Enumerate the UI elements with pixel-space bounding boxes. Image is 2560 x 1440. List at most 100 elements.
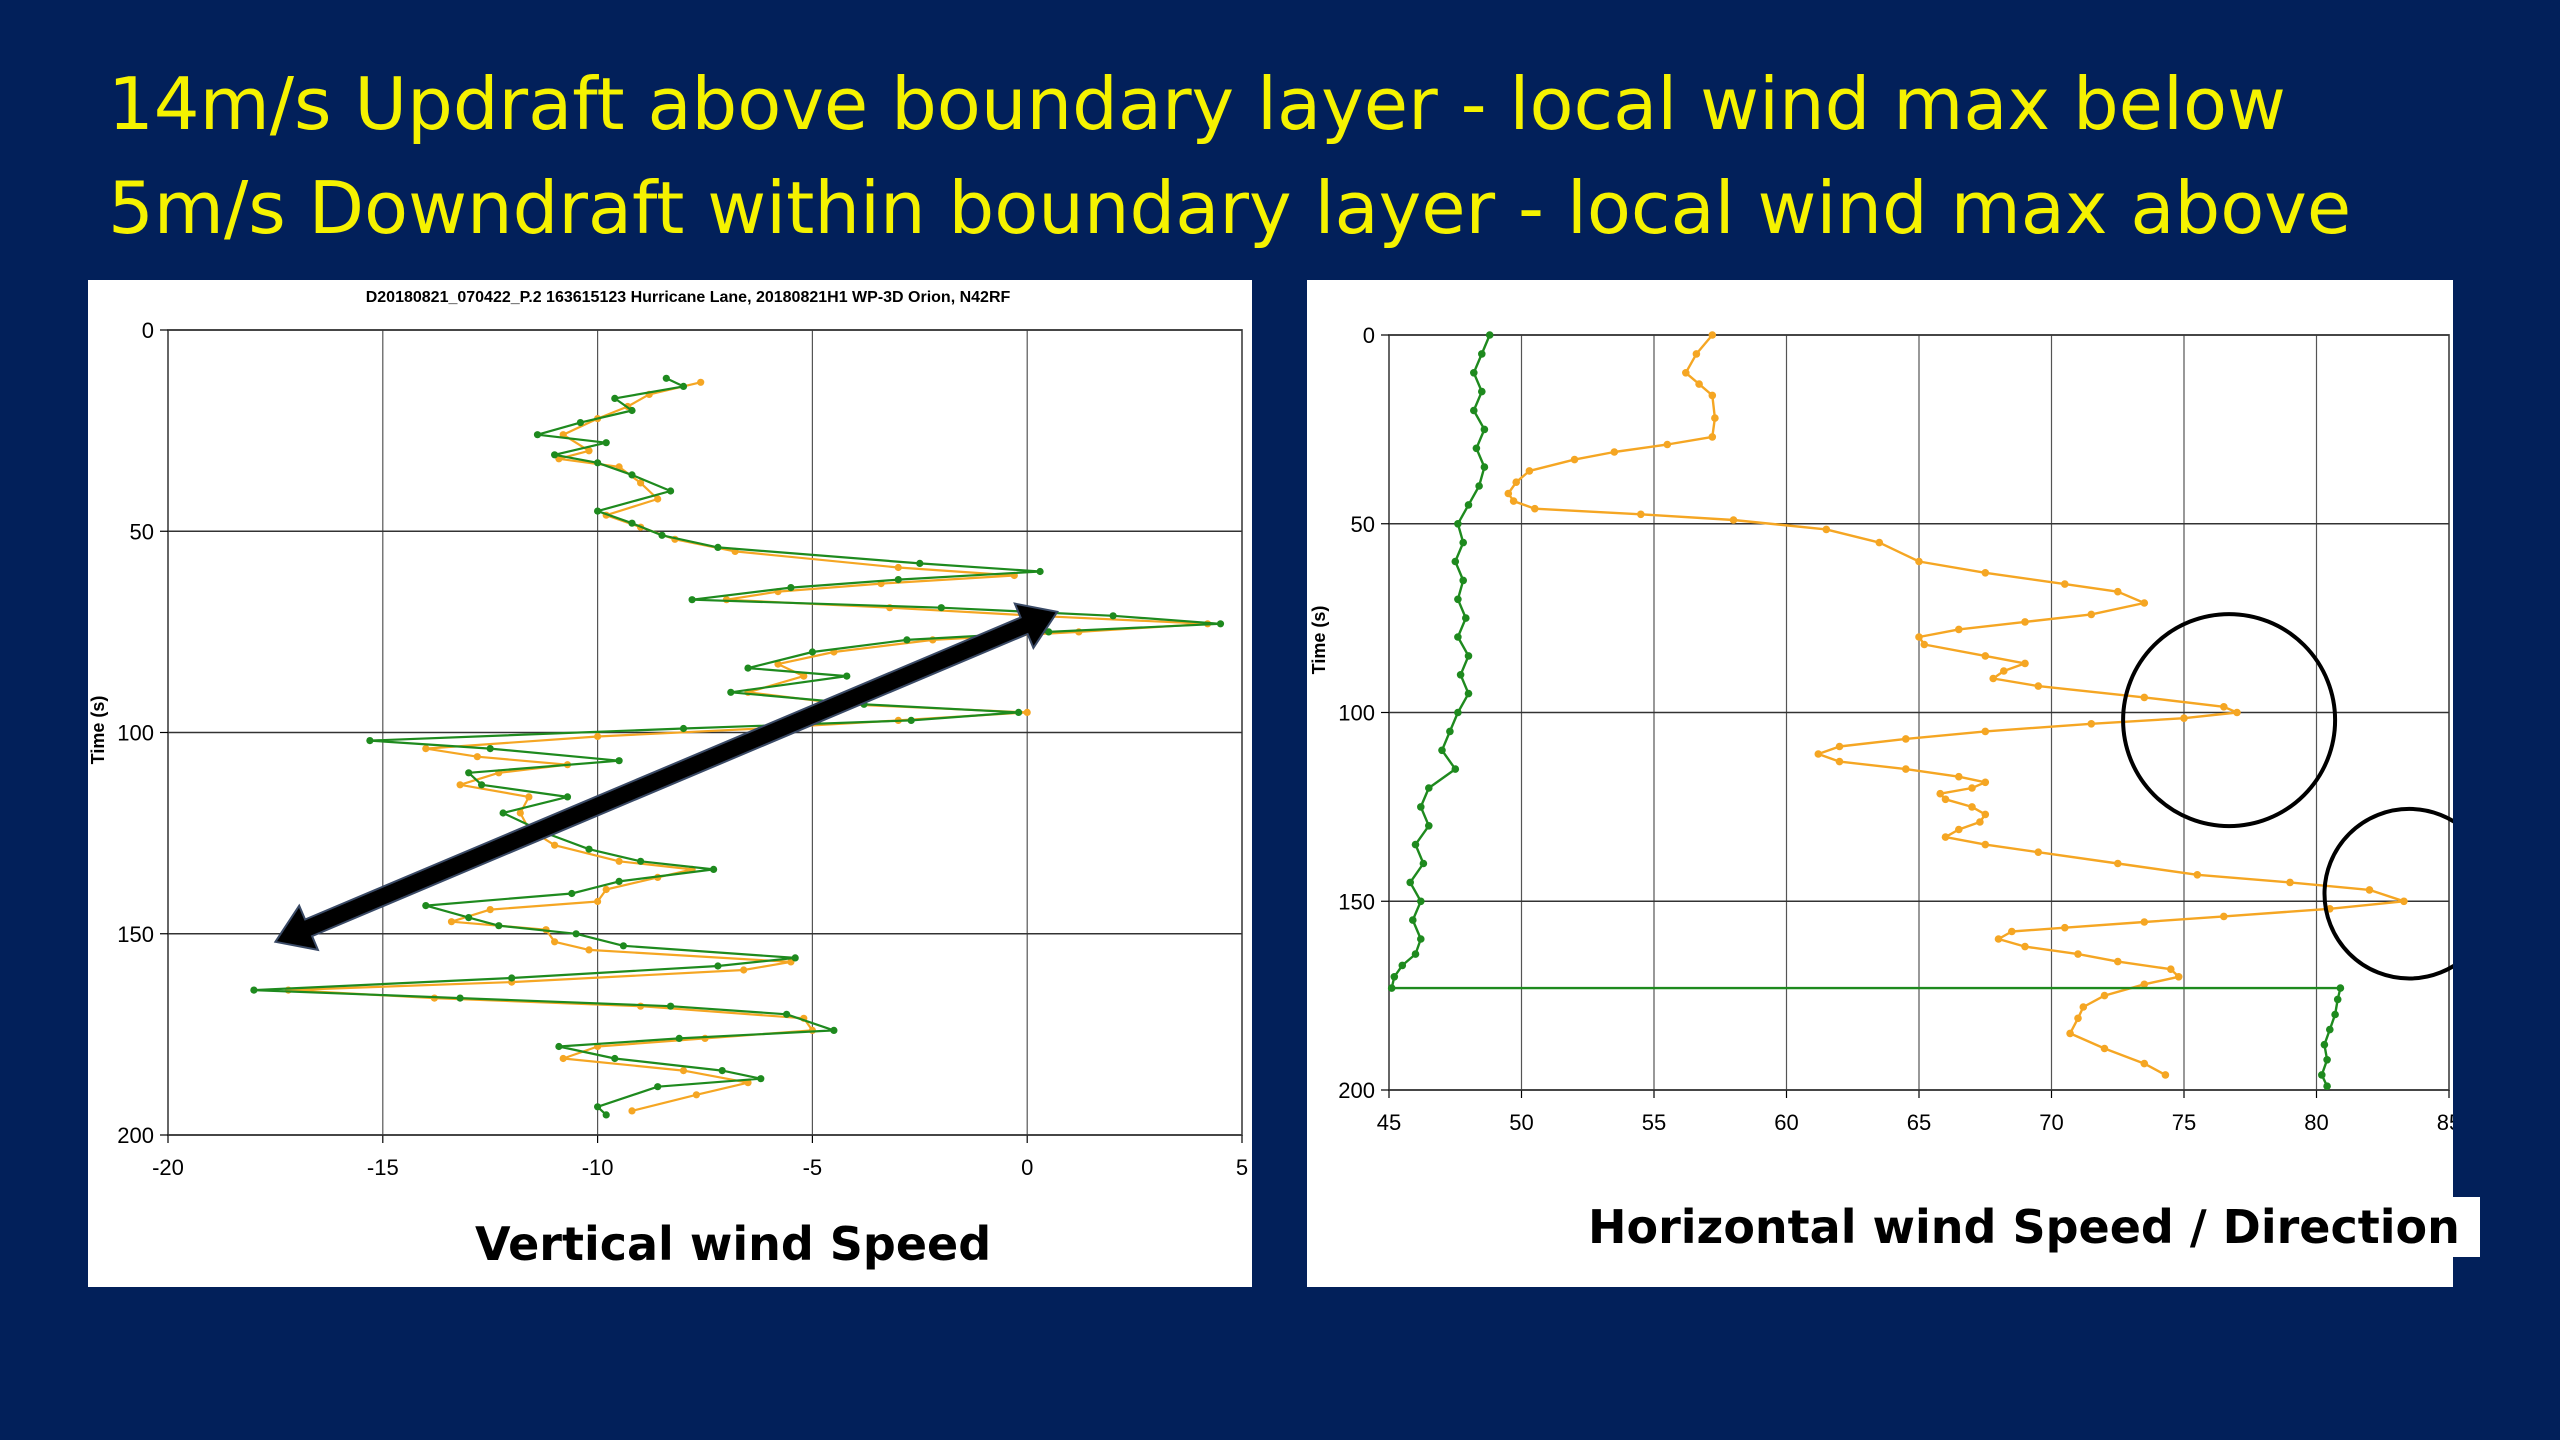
data-point [710,865,718,874]
data-point [2021,659,2029,668]
data-point [916,559,924,567]
data-point [1525,467,1534,475]
data-point [675,1034,683,1042]
data-point [654,1083,662,1091]
data-point [1835,742,1844,751]
data-point [2021,942,2029,951]
data-point [508,974,516,982]
data-point [486,745,494,753]
x-tick-label: 80 [2304,1110,2328,1135]
data-point [1454,595,1462,604]
data-point [1464,501,1473,509]
series-green [1387,331,2345,1090]
data-point [2000,667,2008,675]
data-point [1981,810,1990,819]
vertical-wind-chart: D20180821_070422_P.2 163615123 Hurricane… [88,289,1248,1180]
data-point [495,922,503,930]
data-point [1036,567,1044,576]
data-point [894,576,902,584]
data-point [1915,633,1923,641]
data-point [1941,833,1950,841]
data-point [619,942,628,950]
y-tick-label: 0 [142,318,154,343]
data-point [679,382,688,390]
horizontal-wind-chart: 45 50 55 60 65 70 75 80 85 0 50 100 150 200 Time (s) [1309,323,2453,1135]
x-tick-label: -10 [582,1155,614,1180]
data-point [1981,727,1990,736]
data-point [791,954,799,962]
data-point [2140,1059,2149,1068]
x-tick-label: 65 [1907,1110,1931,1135]
data-point [679,1067,688,1075]
data-point [594,459,602,467]
data-point [1045,628,1053,636]
data-point [1729,516,1738,524]
data-point [2180,714,2188,722]
data-point [1955,772,1963,781]
data-point [585,845,593,853]
y-tick-label: 150 [1338,889,1375,914]
data-point [594,897,602,906]
series-green [250,374,1225,1119]
data-point [1390,973,1399,981]
data-point [456,994,464,1002]
data-point [572,930,580,938]
data-point [1955,825,1963,834]
data-point [1504,489,1513,498]
data-point [1464,689,1473,698]
data-point [1216,620,1225,628]
data-point [1708,433,1717,441]
x-tick-label: 60 [1774,1110,1798,1135]
data-point [1695,380,1703,388]
tick-labels: 45 50 55 60 65 70 75 80 85 0 50 100 150 200 [1338,323,2453,1135]
data-point [1459,576,1467,585]
data-point [1446,727,1454,736]
data-point [688,596,696,604]
data-point [727,688,735,696]
y-tick-label: 100 [117,721,154,746]
data-point [456,781,464,789]
slide-title: 14m/s Updraft above boundary layer - loc… [108,52,2351,260]
y-tick-label: 200 [117,1123,154,1148]
data-point [2021,618,2029,626]
series-lines [250,374,1225,1119]
data-point [576,419,584,427]
data-point [585,447,593,455]
data-point [2174,973,2183,981]
data-point [602,1111,610,1119]
data-point [1920,640,1929,649]
x-tick-label: 50 [1509,1110,1533,1135]
data-point [628,1107,636,1115]
y-tick-label: 200 [1338,1078,1375,1103]
data-point [2320,1040,2329,1049]
data-point [1875,538,1884,547]
data-point [2079,1003,2088,1011]
data-point [594,507,602,515]
data-point [2220,703,2228,711]
data-point [1462,614,1470,622]
data-point [1015,708,1023,716]
data-point [1814,750,1823,758]
data-point [774,660,782,668]
data-point [2100,1044,2109,1053]
data-point [1454,633,1462,641]
data-point [1411,950,1420,958]
data-point [422,745,430,753]
data-point [714,543,722,551]
data-point [1941,795,1950,804]
x-tick-label: 55 [1642,1110,1666,1135]
data-point [637,857,645,865]
data-point [1976,818,1984,826]
data-point [611,394,619,402]
data-point [1708,391,1717,400]
data-point [1936,789,1944,798]
data-point [667,487,675,495]
data-point [1411,840,1420,849]
data-point [551,938,559,946]
data-point [1835,757,1844,766]
slide-title-line-2: 5m/s Downdraft within boundary layer - l… [108,166,2352,250]
data-point [1419,859,1428,868]
data-point [800,672,808,680]
data-point [615,757,623,765]
data-point [366,737,374,745]
